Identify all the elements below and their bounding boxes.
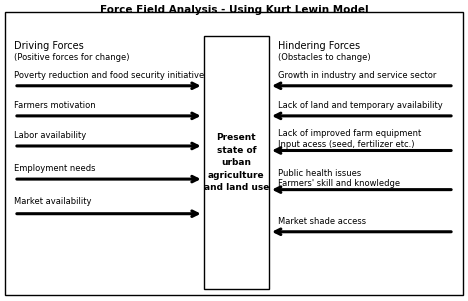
Text: Market availability: Market availability (14, 197, 92, 206)
Text: (Positive forces for change): (Positive forces for change) (14, 53, 130, 62)
Text: Present
state of
urban
agriculture
and land use: Present state of urban agriculture and l… (204, 133, 269, 192)
Text: Public health issues
Farmers' skill and knowledge: Public health issues Farmers' skill and … (278, 169, 401, 188)
Text: Farmers motivation: Farmers motivation (14, 101, 95, 110)
Text: Labor availability: Labor availability (14, 131, 86, 140)
FancyBboxPatch shape (204, 36, 269, 289)
Text: Lack of land and temporary availability: Lack of land and temporary availability (278, 101, 443, 110)
Text: Growth in industry and service sector: Growth in industry and service sector (278, 71, 437, 80)
Text: Lack of improved farm equipment
Input acess (seed, fertilizer etc.): Lack of improved farm equipment Input ac… (278, 129, 422, 149)
Text: (Obstacles to change): (Obstacles to change) (278, 53, 371, 62)
Text: Force Field Analysis - Using Kurt Lewin Model: Force Field Analysis - Using Kurt Lewin … (100, 5, 368, 14)
Text: Hindering Forces: Hindering Forces (278, 41, 360, 51)
Text: Market shade access: Market shade access (278, 217, 366, 226)
Text: Employment needs: Employment needs (14, 164, 95, 173)
Text: Driving Forces: Driving Forces (14, 41, 84, 51)
Text: Poverty reduction and food security initiative: Poverty reduction and food security init… (14, 71, 205, 80)
